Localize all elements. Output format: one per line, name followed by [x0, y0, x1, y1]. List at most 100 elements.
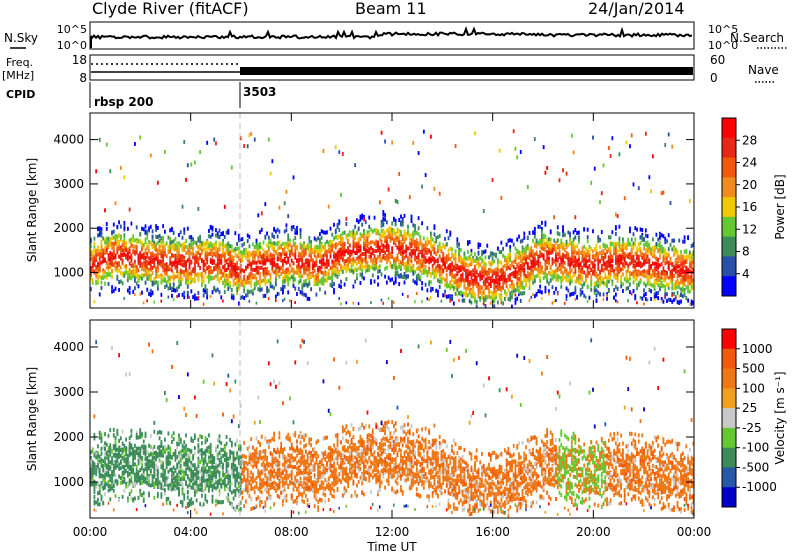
echo-cell — [208, 246, 210, 251]
echo-cell — [489, 281, 492, 286]
echo-cell — [121, 243, 124, 248]
echo-cell — [458, 242, 460, 247]
echo-cell — [348, 230, 351, 235]
echo-cell — [516, 255, 519, 260]
echo-cell — [634, 259, 637, 264]
echo-cell — [530, 259, 533, 264]
echo-cell — [266, 255, 268, 260]
echo-cell — [144, 248, 147, 253]
echo-cell — [599, 237, 601, 242]
echo-cell — [428, 298, 430, 302]
echo-cell — [248, 244, 251, 249]
echo-cell — [466, 270, 469, 275]
echo-cell — [292, 267, 295, 272]
echo-cell — [639, 227, 642, 232]
echo-cell — [297, 273, 300, 278]
echo-cell — [509, 295, 512, 300]
echo-cell — [283, 248, 286, 253]
echo-cell — [218, 241, 221, 246]
echo-cell — [303, 269, 305, 274]
echo-cell — [398, 264, 401, 269]
echo-cell — [200, 283, 203, 288]
echo-cell — [112, 235, 115, 240]
echo-cell — [287, 267, 290, 272]
echo-cell — [289, 299, 291, 303]
echo-cell — [208, 251, 210, 256]
cpid-label: CPID — [6, 88, 35, 101]
echo-cell — [257, 259, 260, 264]
echo-cell — [347, 246, 350, 251]
echo-cell — [475, 299, 478, 304]
echo-cell — [405, 268, 408, 273]
echo-cell — [257, 270, 260, 275]
echo-cell — [274, 262, 277, 267]
echo-cell — [215, 274, 217, 279]
echo-cell — [396, 229, 399, 234]
echo-cell — [98, 256, 101, 261]
echo-cell — [310, 287, 313, 292]
echo-cell — [565, 245, 568, 250]
echo-cell — [179, 274, 182, 279]
echo-cell — [276, 257, 279, 262]
echo-cell — [415, 238, 418, 243]
echo-cell — [495, 294, 497, 299]
echo-cell — [461, 276, 464, 281]
echo-cell — [556, 258, 559, 263]
echo-cell — [274, 249, 277, 254]
echo-cell — [348, 268, 351, 273]
echo-cell — [502, 265, 505, 270]
echo-cell — [437, 268, 439, 273]
echo-cell — [415, 230, 418, 235]
echo-cell — [525, 276, 527, 281]
echo-cell — [592, 271, 594, 276]
echo-cell — [327, 262, 330, 267]
echo-cell — [540, 246, 543, 251]
echo-cell — [91, 265, 94, 270]
echo-cell — [470, 289, 473, 294]
echo-cell — [479, 296, 481, 300]
echo-cell — [548, 257, 550, 262]
echo-cell — [285, 228, 288, 233]
echo-cell — [398, 240, 401, 245]
echo-cell — [116, 264, 119, 269]
echo-cell — [514, 259, 517, 264]
echo-cell — [463, 261, 466, 266]
echo-cell — [322, 281, 325, 286]
echo-cell — [313, 275, 316, 280]
echo-cell — [364, 243, 367, 248]
echo-cell — [260, 287, 263, 292]
echo-cell — [430, 134, 432, 139]
echo-cell — [282, 241, 284, 246]
echo-cell — [609, 242, 612, 247]
station-title: Clyde River (fitACF) — [92, 0, 249, 18]
echo-cell — [237, 278, 240, 283]
echo-cell — [463, 285, 466, 290]
echo-cell — [479, 290, 482, 295]
echo-cell — [482, 250, 485, 255]
echo-cell — [505, 284, 508, 289]
echo-cell — [343, 265, 346, 270]
echo-cell — [422, 258, 425, 263]
echo-cell — [570, 244, 573, 249]
echo-cell — [204, 284, 207, 289]
echo-cell — [220, 242, 223, 247]
echo-cell — [602, 248, 605, 253]
echo-cell — [479, 273, 482, 278]
echo-cell — [525, 274, 527, 279]
echo-cell — [417, 216, 420, 221]
echo-cell — [230, 288, 233, 293]
echo-cell — [477, 287, 480, 292]
echo-cell — [153, 281, 156, 286]
echo-cell — [525, 249, 527, 254]
echo-cell — [387, 275, 390, 280]
echo-cell — [498, 292, 501, 297]
echo-cell — [474, 258, 476, 263]
echo-cell — [266, 268, 268, 273]
echo-cell — [363, 234, 365, 239]
echo-cell — [593, 272, 596, 277]
echo-cell — [430, 244, 432, 249]
echo-cell — [151, 238, 154, 243]
echo-cell — [232, 264, 235, 269]
echo-cell — [319, 232, 321, 237]
echo-cell — [329, 254, 332, 259]
